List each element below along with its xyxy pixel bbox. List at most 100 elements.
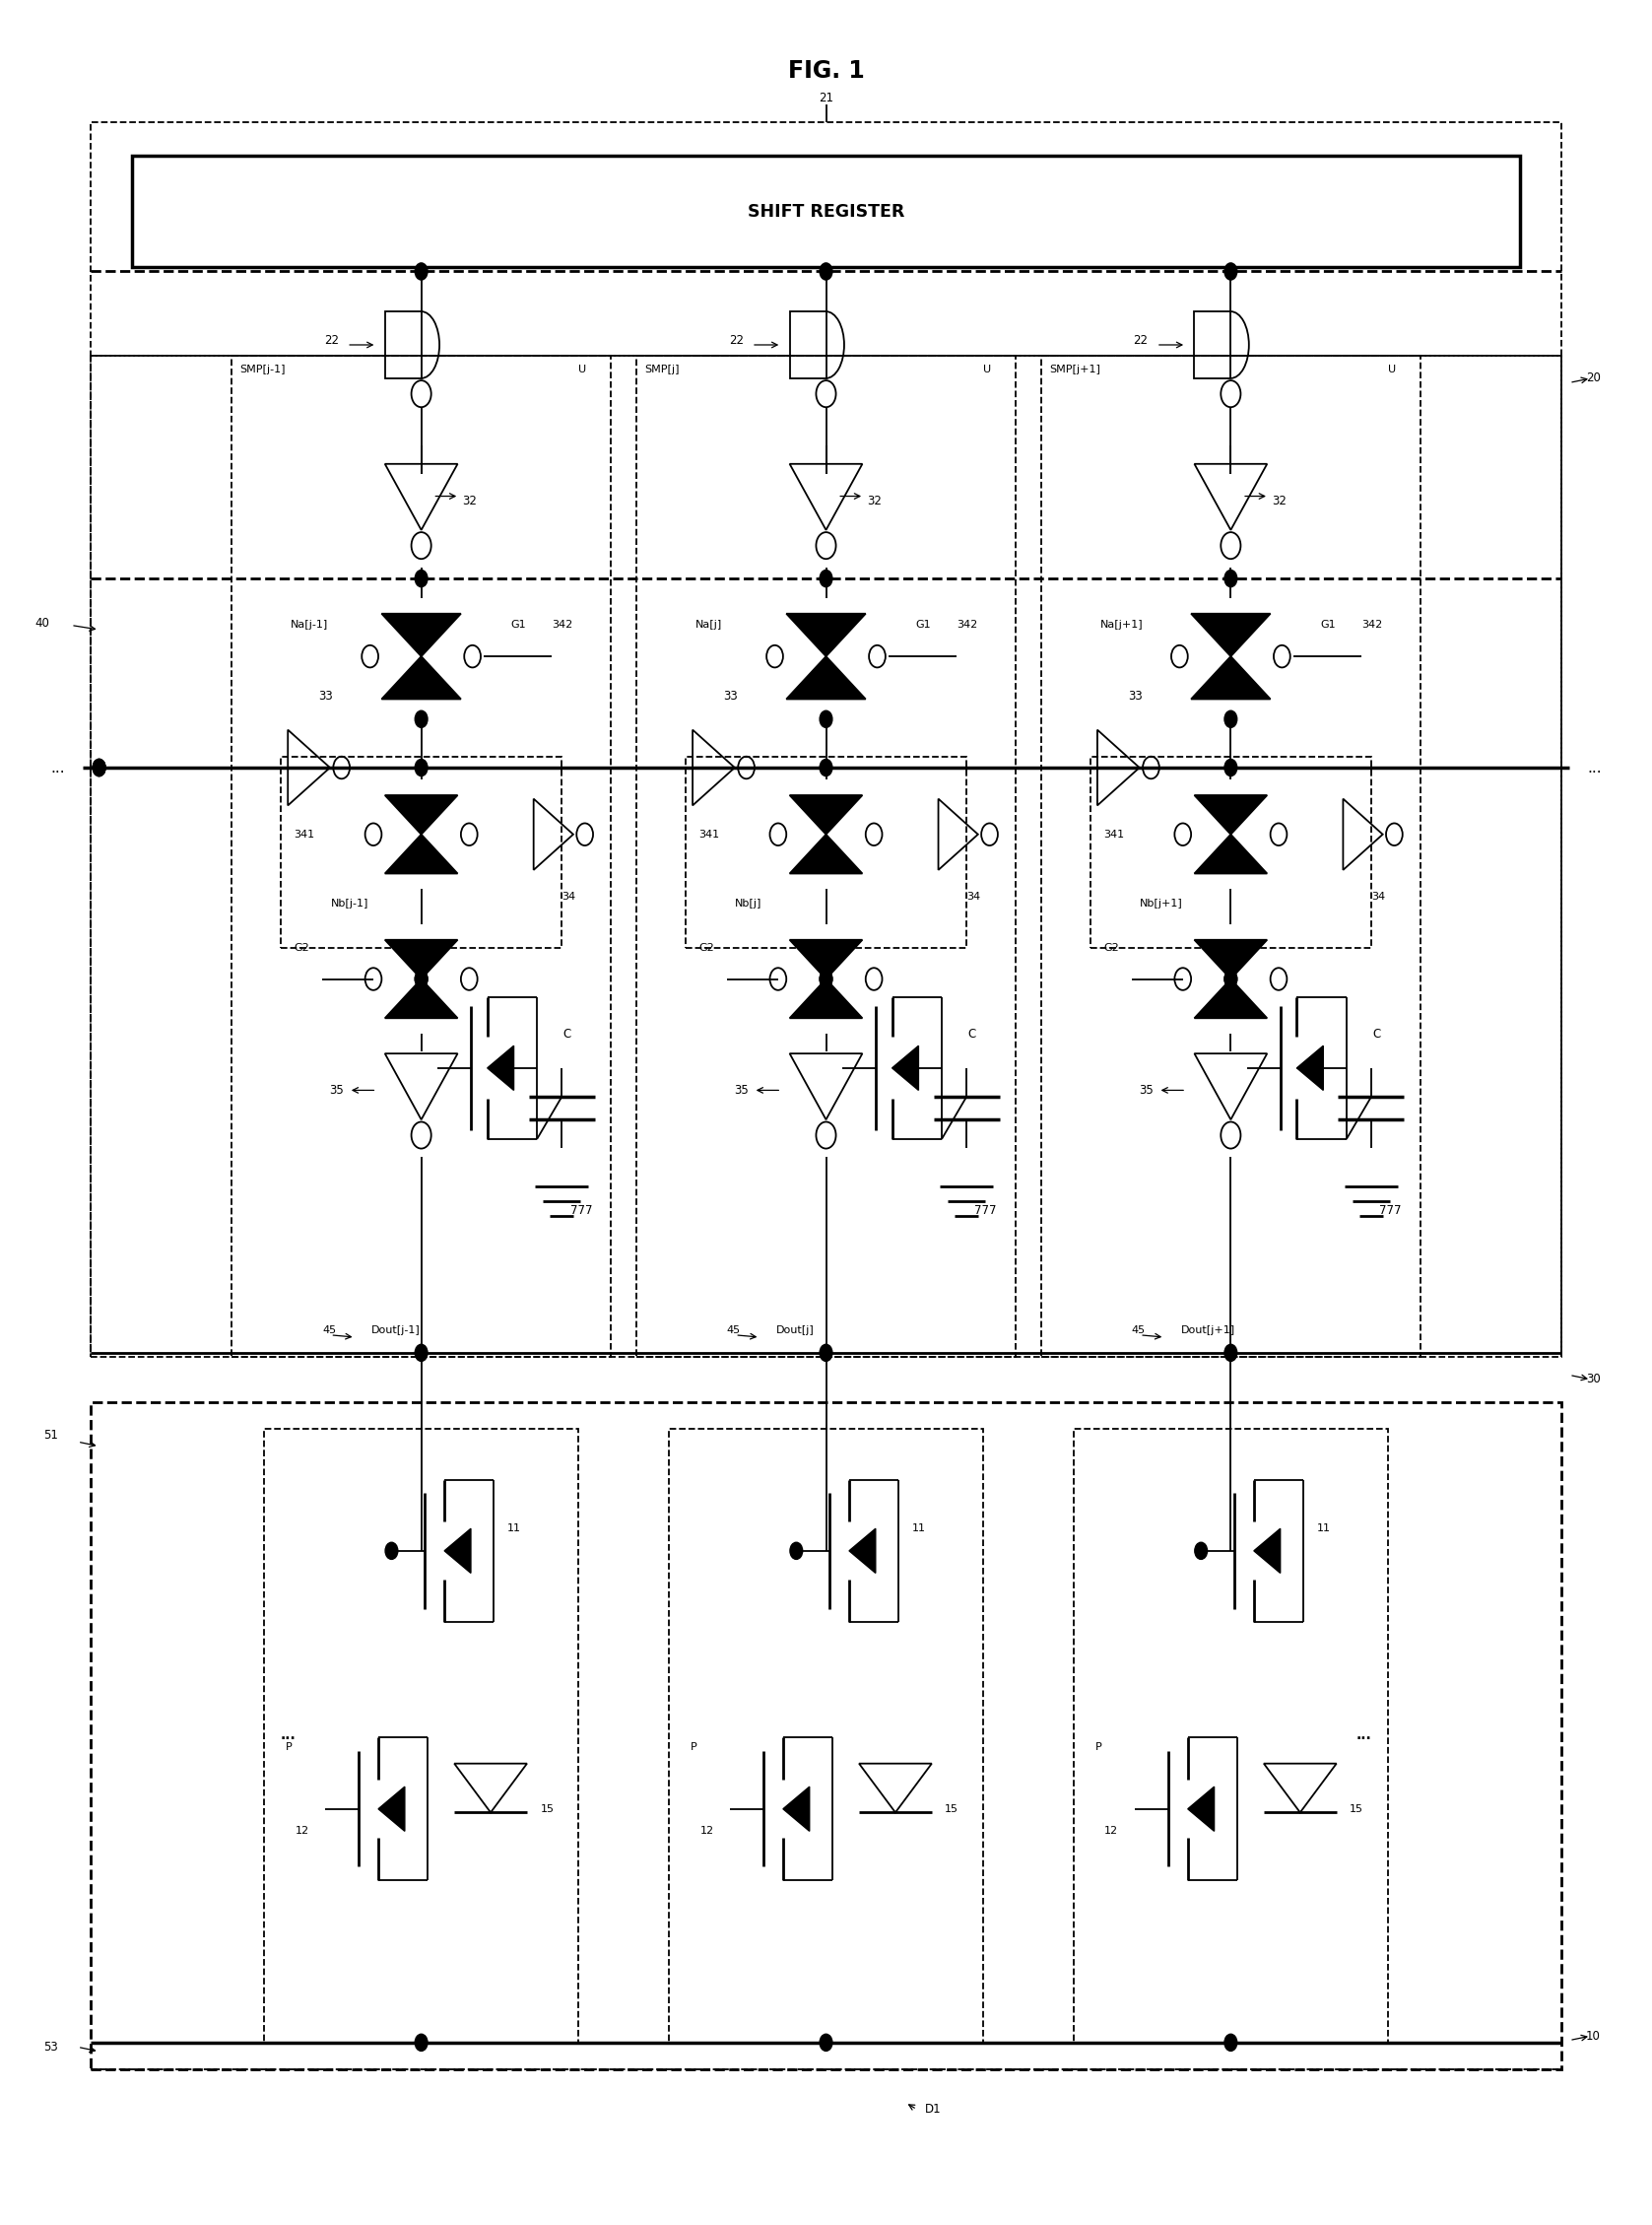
Text: U: U [578,365,586,374]
Text: Na[j-1]: Na[j-1] [291,621,329,630]
Circle shape [415,2034,428,2051]
Polygon shape [385,979,458,1019]
Circle shape [415,970,428,988]
Text: 777: 777 [975,1204,996,1217]
Text: ...: ... [1356,1729,1371,1742]
Circle shape [415,570,428,587]
Circle shape [1224,1344,1237,1362]
Text: 10: 10 [1586,2029,1601,2043]
Polygon shape [1188,1787,1214,1831]
Bar [1074,1428,1388,2043]
Text: C: C [1373,1028,1381,1041]
Text: 33: 33 [1128,690,1143,703]
Text: 51: 51 [43,1428,58,1442]
Text: SHIFT REGISTER: SHIFT REGISTER [747,202,905,220]
Polygon shape [382,614,461,656]
Text: FIG. 1: FIG. 1 [788,60,864,82]
Text: Dout[j]: Dout[j] [776,1326,814,1335]
Text: D1: D1 [925,2103,942,2116]
Circle shape [415,759,428,777]
Text: 11: 11 [507,1524,520,1533]
Polygon shape [385,939,458,979]
Bar [231,356,611,1357]
Circle shape [1224,570,1237,587]
Text: G2: G2 [699,943,714,952]
Text: P: P [691,1742,697,1751]
Polygon shape [786,656,866,699]
Text: 342: 342 [957,621,978,630]
Polygon shape [1191,656,1270,699]
Circle shape [819,1344,833,1362]
Circle shape [93,759,106,777]
Text: 12: 12 [1105,1827,1118,1836]
Text: 21: 21 [819,91,833,105]
Polygon shape [1194,834,1267,874]
Polygon shape [849,1529,876,1573]
Circle shape [415,710,428,728]
Text: Dout[j+1]: Dout[j+1] [1181,1326,1236,1335]
Text: G2: G2 [294,943,309,952]
Bar [790,312,826,378]
Text: 35: 35 [733,1084,748,1097]
Text: ...: ... [51,761,64,774]
Text: SMP[j+1]: SMP[j+1] [1049,365,1100,374]
Polygon shape [487,1046,514,1090]
Text: 33: 33 [724,690,738,703]
Text: 32: 32 [867,494,882,507]
Circle shape [1224,710,1237,728]
Bar [264,1428,578,2043]
Text: C: C [968,1028,976,1041]
Polygon shape [378,1787,405,1831]
Text: Na[j]: Na[j] [695,621,722,630]
Text: 45: 45 [727,1326,740,1335]
Text: 34: 34 [1371,892,1384,901]
Text: 53: 53 [43,2040,58,2054]
Text: 45: 45 [1132,1326,1145,1335]
Bar [669,1428,983,2043]
Text: G1: G1 [915,621,930,630]
Text: 341: 341 [1104,830,1125,839]
Circle shape [819,2034,833,2051]
Bar [1041,356,1421,1357]
Text: 15: 15 [540,1804,553,1813]
Circle shape [819,263,833,280]
Text: ...: ... [281,1729,296,1742]
Polygon shape [444,1529,471,1573]
Text: 342: 342 [1361,621,1383,630]
Polygon shape [385,834,458,874]
Bar [385,312,421,378]
Text: 342: 342 [552,621,573,630]
Text: 35: 35 [1138,1084,1153,1097]
Polygon shape [786,614,866,656]
Circle shape [819,570,833,587]
Text: Na[j+1]: Na[j+1] [1100,621,1143,630]
Text: 45: 45 [322,1326,335,1335]
Circle shape [93,759,106,777]
Polygon shape [1191,614,1270,656]
Circle shape [1224,2034,1237,2051]
Text: 34: 34 [966,892,980,901]
Text: 22: 22 [1133,334,1148,347]
Polygon shape [783,1787,809,1831]
Polygon shape [892,1046,919,1090]
Polygon shape [1194,939,1267,979]
Circle shape [819,759,833,777]
Text: 20: 20 [1586,372,1601,385]
Text: 15: 15 [1350,1804,1363,1813]
Polygon shape [1194,794,1267,834]
Text: 777: 777 [570,1204,591,1217]
Bar [1090,756,1371,948]
Text: G1: G1 [510,621,525,630]
Bar [91,356,1561,1357]
Text: 12: 12 [700,1827,714,1836]
Text: 11: 11 [1317,1524,1330,1533]
Circle shape [93,759,106,777]
Polygon shape [382,656,461,699]
Polygon shape [790,834,862,874]
Text: 40: 40 [35,616,50,630]
Bar [132,156,1520,267]
Bar [281,756,562,948]
Circle shape [790,1542,803,1560]
Bar [1194,312,1231,378]
Text: 33: 33 [319,690,334,703]
